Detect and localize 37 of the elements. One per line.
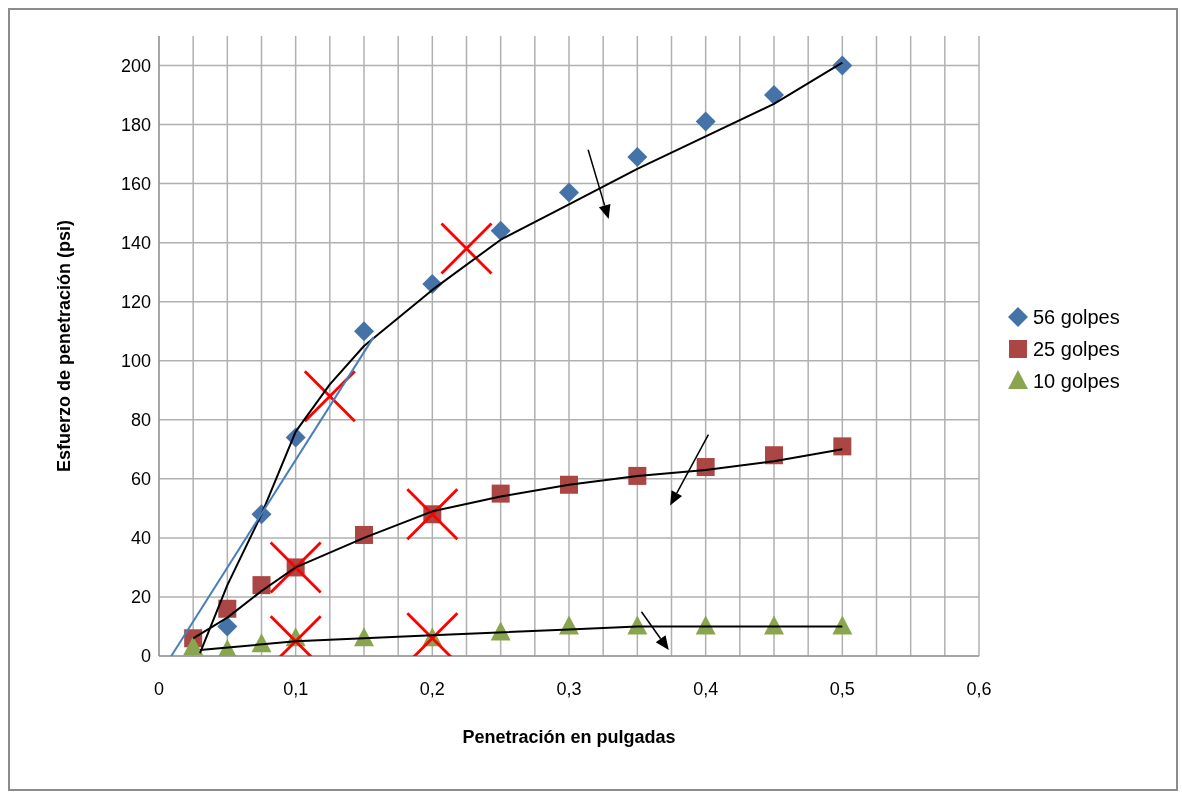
x-tick-label: 0,5	[829, 678, 855, 699]
point	[695, 111, 716, 132]
y-tick-label: 180	[120, 114, 151, 135]
point	[833, 437, 852, 456]
x-tick-label: 0,6	[966, 678, 992, 699]
point	[490, 220, 511, 241]
legend-label: 10 golpes	[1033, 369, 1120, 394]
y-tick-label: 160	[120, 174, 151, 195]
point	[406, 488, 459, 541]
point	[269, 541, 322, 594]
point	[217, 616, 238, 637]
y-tick-label: 120	[120, 292, 151, 313]
legend-label: 25 golpes	[1033, 337, 1120, 362]
y-tick-label: 40	[130, 528, 151, 549]
y-tick-label: 0	[140, 646, 151, 667]
point	[832, 615, 853, 635]
x-tick-label: 0	[153, 678, 165, 699]
y-tick-label: 100	[120, 351, 151, 372]
y-tick-label: 140	[120, 233, 151, 254]
point	[764, 85, 784, 106]
point	[354, 321, 374, 342]
point	[832, 55, 853, 76]
point	[183, 636, 204, 656]
x-axis-title: Penetración en pulgadas	[462, 727, 676, 747]
x-tick-label: 0,4	[693, 678, 719, 699]
x-tick-label: 0,1	[283, 678, 309, 699]
legend-label: 56 golpes	[1033, 305, 1120, 330]
y-tick-label: 200	[120, 55, 151, 76]
point	[440, 222, 493, 275]
y-axis-title: Esfuerzo de penetración (psi)	[54, 219, 75, 473]
y-tick-label: 20	[130, 587, 151, 608]
y-tick-label: 60	[130, 469, 151, 490]
point	[627, 147, 648, 168]
x-tick-label: 0,2	[419, 678, 445, 699]
point	[559, 182, 579, 203]
y-tick-label: 80	[130, 410, 151, 431]
x-tick-label: 0,3	[556, 678, 582, 699]
